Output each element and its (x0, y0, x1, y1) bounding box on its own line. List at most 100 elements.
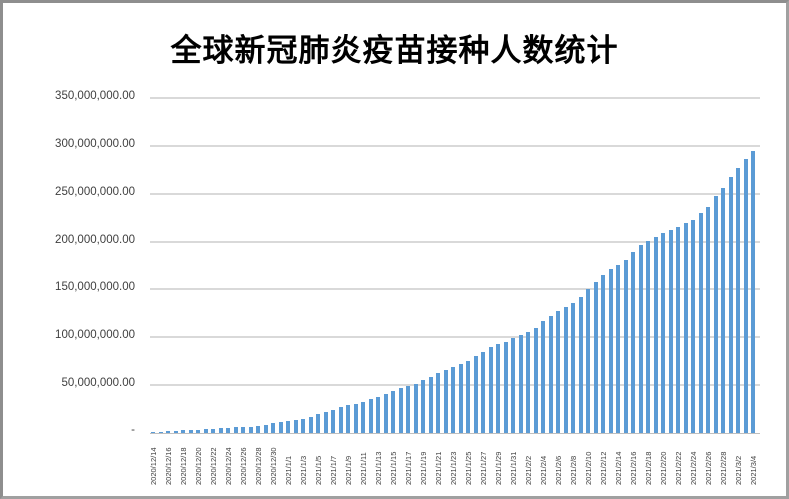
y-gridline (150, 144, 760, 147)
bar (181, 430, 186, 433)
bar (466, 361, 471, 433)
bar (563, 307, 568, 433)
x-tick-label: 2021/1/23 (448, 451, 458, 485)
bar (406, 386, 411, 433)
y-tick-label: 250,000,000.00 (55, 185, 135, 198)
y-gridline (150, 192, 760, 195)
bar (203, 429, 208, 433)
bar (233, 427, 238, 433)
bar (316, 414, 321, 433)
bar (556, 311, 561, 433)
bar (743, 159, 748, 433)
x-tick-label: 2021/2/12 (598, 451, 608, 485)
y-tick-label: 300,000,000.00 (55, 137, 135, 150)
bar (488, 347, 493, 433)
bar (301, 419, 306, 433)
x-tick-label: 2021/1/19 (418, 451, 428, 485)
bar (646, 241, 651, 433)
bar (293, 420, 298, 433)
bar (166, 431, 171, 433)
y-tick-label: 350,000,000.00 (55, 90, 135, 102)
bar (623, 260, 628, 433)
bar (511, 338, 516, 433)
x-axis-line (150, 433, 760, 434)
x-tick-label: 2020/12/24 (223, 447, 233, 485)
bar (383, 394, 388, 433)
x-tick-label: 2021/2/26 (703, 451, 713, 485)
bar (286, 421, 291, 433)
bar (308, 417, 313, 433)
bar (398, 388, 403, 433)
bar (481, 352, 486, 433)
x-tick-label: 2021/1/9 (343, 455, 353, 485)
bar (256, 426, 261, 433)
x-tick-label: 2021/1/1 (283, 455, 293, 485)
bar (451, 367, 456, 433)
bar (616, 265, 621, 433)
bar (661, 233, 666, 433)
bar (691, 220, 696, 433)
bar (548, 316, 553, 433)
bar (526, 332, 531, 433)
bar (586, 289, 591, 433)
bar (241, 427, 246, 433)
x-tick-label: 2021/1/11 (358, 452, 368, 485)
bar (413, 384, 418, 433)
x-tick-label: 2021/2/20 (658, 451, 668, 485)
bar (668, 230, 673, 433)
bar (676, 227, 681, 433)
bar (631, 252, 636, 433)
bar (518, 335, 523, 433)
bar (653, 237, 658, 433)
bar (188, 430, 193, 433)
x-tick-label: 2021/1/29 (493, 451, 503, 485)
x-tick-label: 2021/1/17 (403, 451, 413, 485)
chart-plot-area: 350,000,000.00 300,000,000.00 250,000,000.… (3, 3, 786, 496)
bar (428, 377, 433, 433)
bar (196, 430, 201, 433)
x-tick-label: 2021/1/25 (463, 451, 473, 485)
x-tick-label: 2020/12/26 (238, 447, 248, 485)
x-tick-label: 2021/2/28 (718, 451, 728, 485)
bar (713, 196, 718, 433)
bar (593, 282, 598, 433)
bar (278, 422, 283, 433)
bar (751, 151, 756, 433)
x-tick-label: 2021/2/14 (613, 451, 623, 485)
x-tick-label: 2021/2/22 (673, 451, 683, 485)
bar (533, 328, 538, 433)
bar (353, 404, 358, 433)
x-tick-label: 2021/2/4 (538, 455, 548, 485)
y-gridline (150, 288, 760, 291)
bar (571, 303, 576, 433)
y-gridline (150, 240, 760, 243)
bar (503, 342, 508, 433)
bar (331, 410, 336, 433)
x-tick-label: 2021/1/7 (328, 455, 338, 485)
y-zero-label: - (131, 424, 135, 436)
bar (391, 391, 396, 433)
bar (601, 275, 606, 433)
x-tick-label: 2020/12/30 (268, 447, 278, 485)
bar (721, 188, 726, 433)
x-tick-label: 2021/2/24 (688, 451, 698, 485)
x-tick-label: 2020/12/28 (253, 447, 263, 485)
bar (248, 427, 253, 433)
bar (151, 432, 156, 433)
bar (728, 177, 733, 433)
x-tick-label: 2020/12/16 (163, 447, 173, 485)
bar (338, 407, 343, 433)
x-tick-label: 2021/2/10 (583, 451, 593, 485)
x-tick-label: 2021/1/15 (388, 451, 398, 485)
x-tick-label: 2021/1/3 (298, 455, 308, 485)
y-tick-label: 100,000,000.00 (55, 329, 135, 342)
x-tick-label: 2020/12/18 (178, 447, 188, 485)
x-tick-label: 2021/2/16 (628, 451, 638, 485)
x-tick-label: 2021/2/8 (568, 455, 578, 485)
x-tick-label: 2021/1/27 (478, 451, 488, 485)
bar (421, 380, 426, 433)
y-tick-label: 50,000,000.00 (61, 377, 135, 390)
bar (736, 168, 741, 433)
bar (683, 223, 688, 433)
x-tick-label: 2021/2/2 (523, 455, 533, 485)
